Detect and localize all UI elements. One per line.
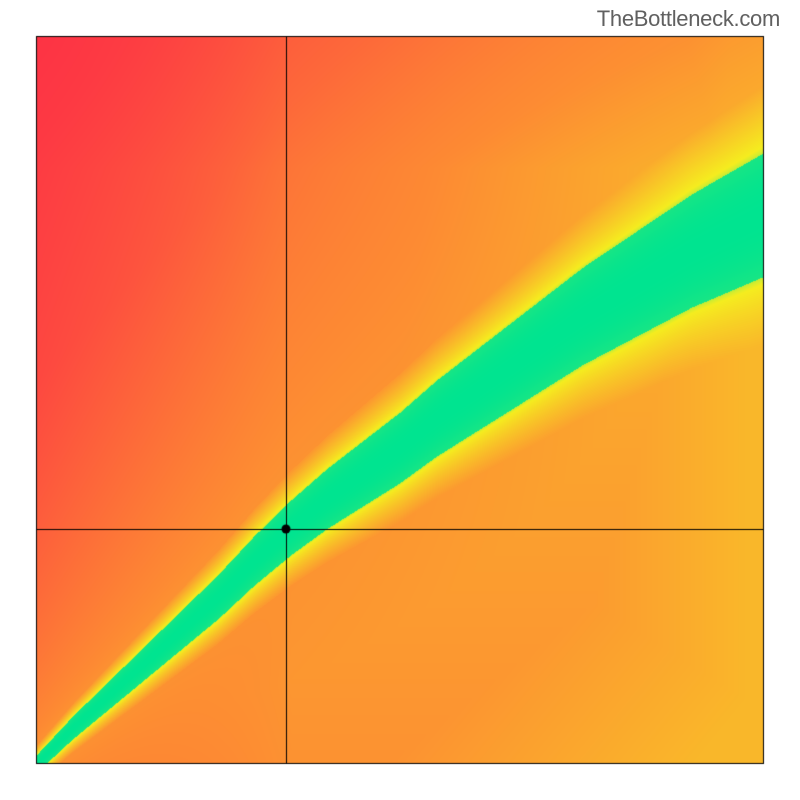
chart-container: TheBottleneck.com bbox=[0, 0, 800, 800]
watermark-text: TheBottleneck.com bbox=[597, 6, 780, 32]
heatmap-canvas bbox=[0, 0, 800, 800]
